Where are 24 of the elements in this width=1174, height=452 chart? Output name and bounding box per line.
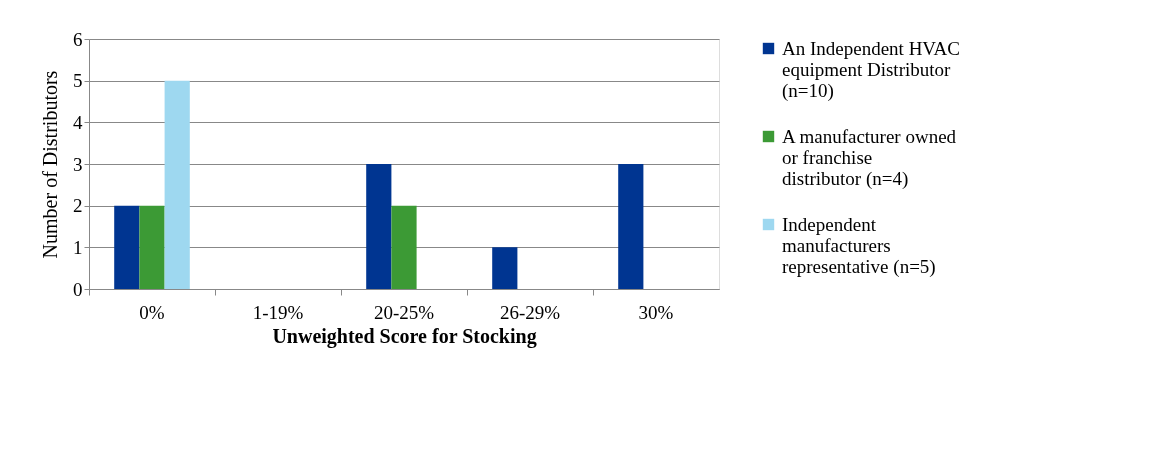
y-axis-title: Number of Distributors: [39, 70, 61, 259]
x-tick-label: 1-19%: [252, 301, 304, 323]
x-axis-title: Unweighted Score for Stocking: [272, 324, 537, 348]
bar: [492, 247, 518, 289]
bar: [139, 205, 165, 289]
y-tick-label: 5: [73, 70, 83, 92]
y-tick-label: 3: [73, 153, 83, 175]
legend-label: Independent manufacturers representative (n=5): [782, 213, 936, 278]
bar: [366, 164, 392, 289]
legend-label: A manufacturer owned or franchise distributor (n=4): [782, 125, 957, 190]
y-tick-label: 1: [73, 236, 83, 258]
y-tick-label: 4: [73, 111, 83, 133]
bar: [391, 205, 417, 289]
y-tick-label: 6: [73, 28, 83, 50]
bar: [164, 80, 190, 289]
x-tick-label: 26-29%: [499, 301, 561, 323]
x-tick-label: 0%: [139, 301, 165, 323]
x-tick-label: 20-25%: [373, 301, 435, 323]
bar: [618, 164, 644, 289]
y-tick-label: 0: [73, 278, 83, 300]
bar: [114, 205, 140, 289]
x-tick-label: 30%: [638, 301, 674, 323]
legend-label: An Independent HVAC equipment Distributor (n=10): [782, 37, 961, 102]
y-tick-label: 2: [73, 195, 83, 217]
